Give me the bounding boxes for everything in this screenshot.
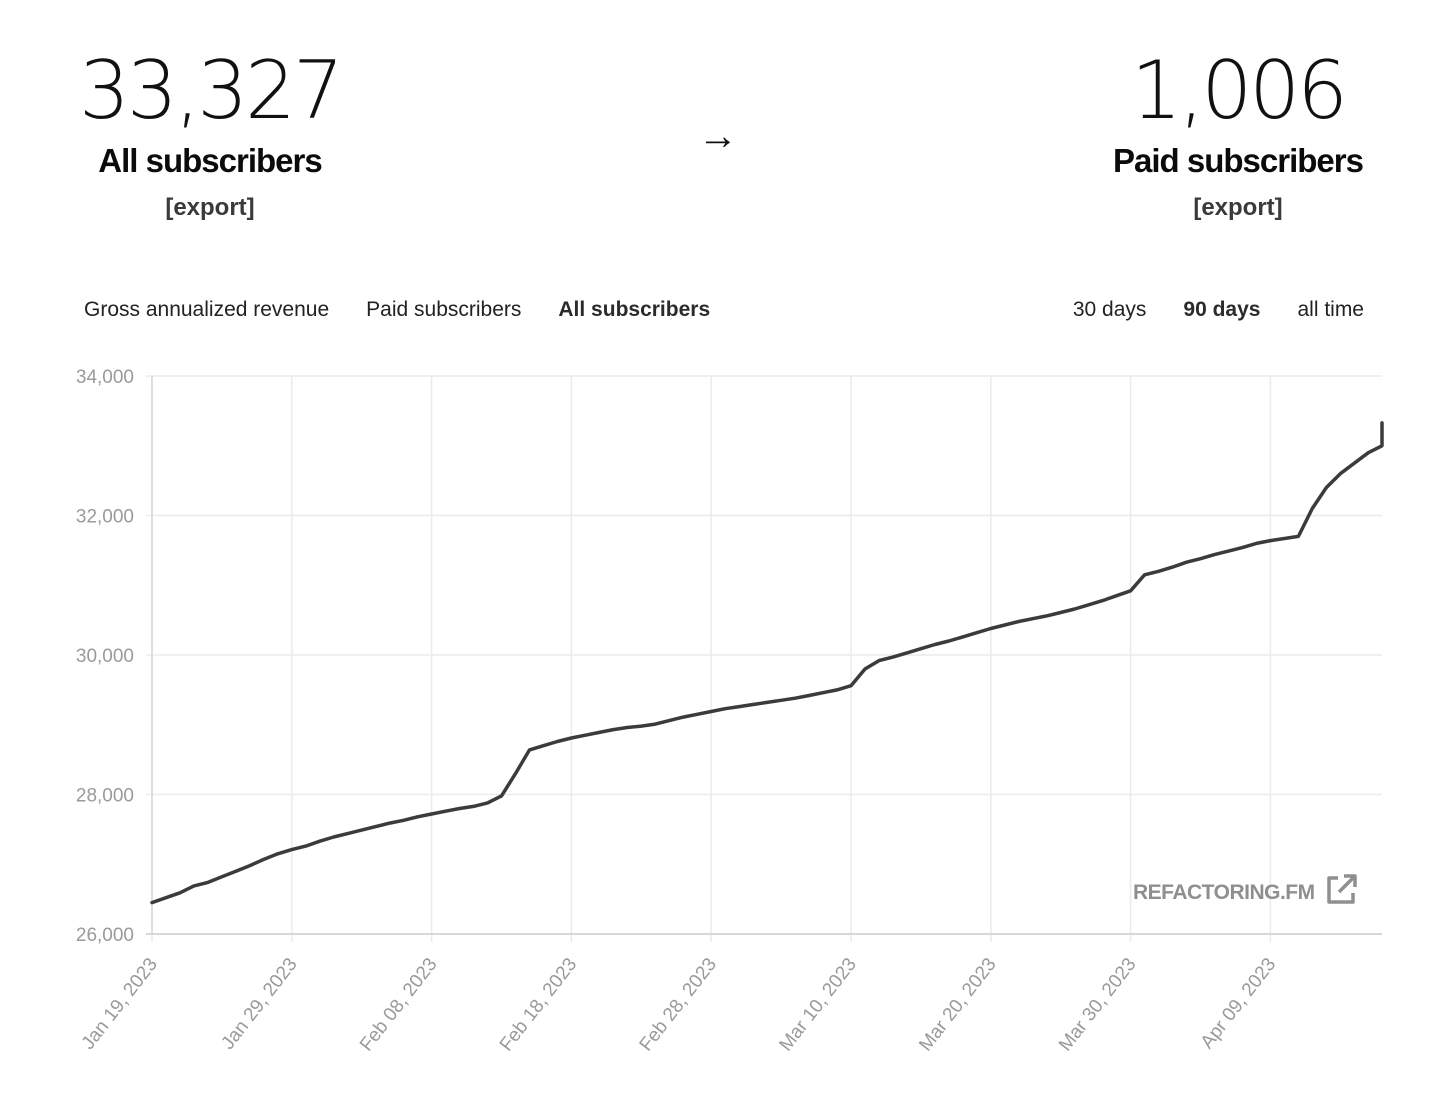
x-tick-label: Jan 19, 2023	[78, 954, 162, 1054]
all-subscribers-count: 33,327	[79, 44, 344, 137]
external-link-icon[interactable]	[1323, 872, 1359, 914]
x-tick-label: Jan 29, 2023	[218, 954, 302, 1054]
y-tick-label: 34,000	[76, 367, 134, 388]
paid-subscribers-label: Paid subscribers	[1113, 142, 1364, 179]
y-tick-label: 28,000	[76, 786, 134, 807]
tab-paid-subscribers[interactable]: Paid subscribers	[366, 298, 522, 321]
y-tick-label: 30,000	[76, 646, 134, 667]
time-range-selector: 30 days 90 days all time	[1073, 298, 1364, 322]
tab-all-subscribers[interactable]: All subscribers	[558, 298, 711, 321]
tab-gross-annualized-revenue[interactable]: Gross annualized revenue	[84, 298, 330, 321]
y-tick-label: 32,000	[76, 507, 134, 528]
x-tick-label: Apr 09, 2023	[1197, 954, 1281, 1053]
watermark-text: REFACTORING.FM	[1133, 881, 1315, 904]
x-tick-label: Mar 30, 2023	[1055, 954, 1140, 1055]
all-subscribers-stat: 33,327 All subscribers [export]	[0, 48, 420, 222]
range-30-days[interactable]: 30 days	[1072, 298, 1147, 321]
x-tick-label: Feb 18, 2023	[496, 954, 581, 1055]
watermark: REFACTORING.FM	[1133, 872, 1359, 914]
export-all-subscribers-link[interactable]: [export]	[165, 194, 255, 221]
export-paid-subscribers-link[interactable]: [export]	[1193, 194, 1283, 221]
series-line-all-subscribers	[150, 421, 1384, 905]
paid-subscribers-stat: 1,006 Paid subscribers [export]	[1028, 48, 1448, 222]
paid-subscribers-count: 1,006	[1130, 44, 1348, 137]
range-90-days[interactable]: 90 days	[1183, 298, 1261, 321]
x-tick-label: Mar 20, 2023	[915, 954, 1000, 1055]
arrow-icon: →	[698, 114, 738, 158]
x-tick-label: Mar 10, 2023	[775, 954, 860, 1055]
metric-tabs: Gross annualized revenue Paid subscriber…	[84, 298, 710, 322]
x-tick-label: Feb 08, 2023	[356, 954, 441, 1055]
range-all-time[interactable]: all time	[1297, 298, 1364, 321]
all-subscribers-label: All subscribers	[98, 142, 322, 179]
x-tick-label: Feb 28, 2023	[636, 954, 721, 1055]
y-tick-label: 26,000	[76, 925, 134, 946]
